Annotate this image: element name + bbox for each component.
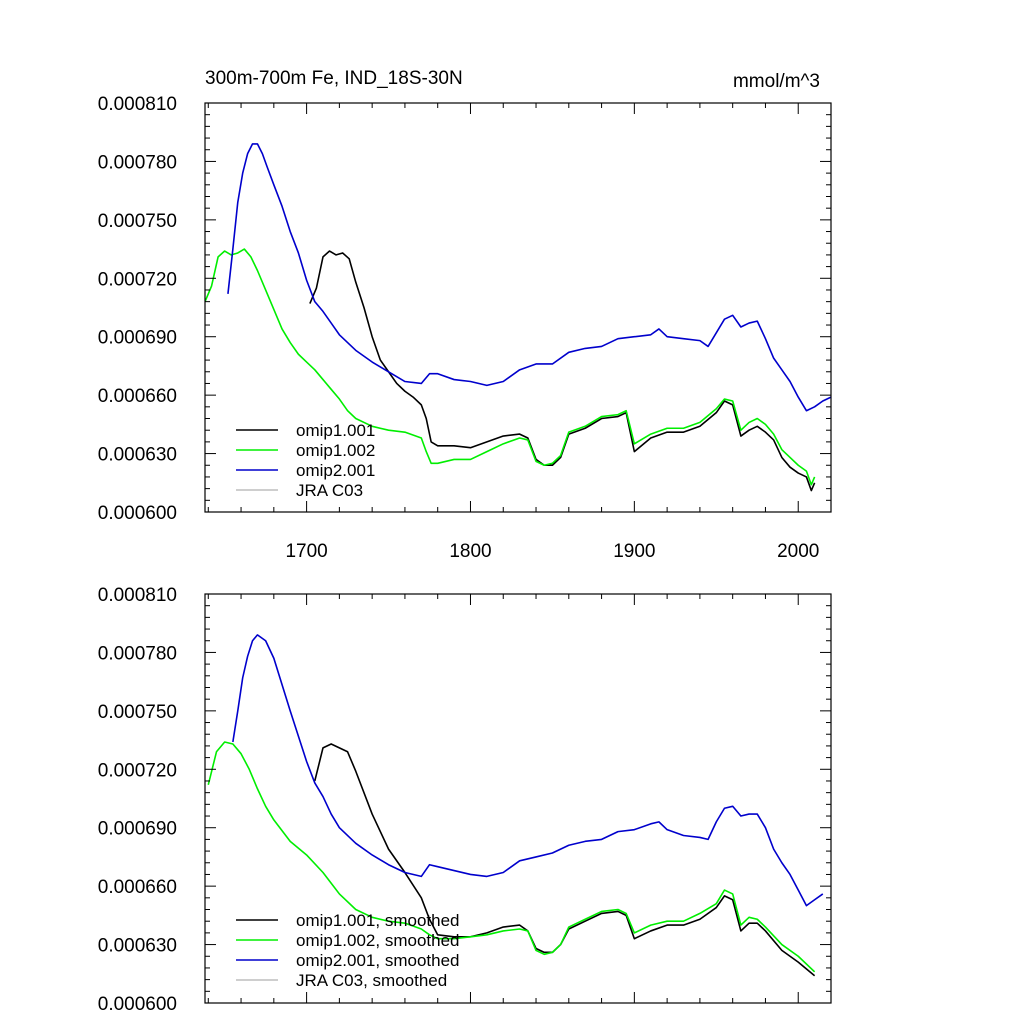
legend-label: omip2.001, smoothed (296, 951, 460, 970)
legend-label: omip1.002, smoothed (296, 931, 460, 950)
units-label: mmol/m^3 (733, 71, 820, 92)
y-tick-label: 0.000600 (98, 994, 177, 1015)
legend-label: omip2.001 (296, 461, 375, 480)
y-tick-label: 0.000780 (98, 152, 177, 173)
x-tick-label: 1800 (449, 541, 491, 562)
panel-title: 300m-700m Fe, IND_18S-30N (205, 68, 463, 89)
y-tick-label: 0.000750 (98, 211, 177, 232)
series-group (207, 634, 824, 977)
y-tick-label: 0.000750 (98, 702, 177, 723)
x-tick-label: 1700 (285, 541, 327, 562)
y-tick-label: 0.000660 (98, 386, 177, 407)
series-line-omip1-002-smoothed (207, 741, 816, 973)
legend-label: omip1.001 (296, 421, 375, 440)
y-tick-label: 0.000600 (98, 503, 177, 524)
x-tick-label: 2000 (777, 541, 819, 562)
y-tick-label: 0.000630 (98, 936, 177, 957)
bottom-panel: 0.000600 0.000630 0.000660 0.000690 0.000720… (98, 585, 832, 1015)
series-line-omip2-001-smoothed (232, 634, 824, 907)
legend-label: JRA C03, smoothed (296, 971, 447, 990)
y-tick-label: 0.000780 (98, 643, 177, 664)
y-tick-label: 0.000690 (98, 819, 177, 840)
y-tick-label: 0.000810 (98, 94, 177, 115)
plot-area: 0.000600 0.000630 0.000660 0.000690 0.000720… (98, 585, 832, 1015)
y-tick-label: 0.000660 (98, 877, 177, 898)
legend-label: omip1.002 (296, 441, 375, 460)
series-line-omip1-002 (205, 248, 816, 486)
legend-label: JRA C03 (296, 481, 363, 500)
y-tick-label: 0.000720 (98, 760, 177, 781)
y-tick-label: 0.000690 (98, 328, 177, 349)
top-panel: 300m-700m Fe, IND_18S-30N mmol/m^3 0.000… (98, 68, 832, 562)
y-tick-label: 0.000720 (98, 269, 177, 290)
x-tick-label: 1900 (613, 541, 655, 562)
y-tick-label: 0.000630 (98, 445, 177, 466)
plot-frame (204, 593, 832, 1004)
y-tick-label: 0.000810 (98, 585, 177, 606)
series-line-omip2-001 (227, 143, 831, 412)
legend-label: omip1.001, smoothed (296, 911, 460, 930)
plot-frame (204, 102, 832, 513)
series-group (205, 143, 831, 492)
plot-area: 0.000600 0.000630 0.000660 0.000690 0.000720… (98, 94, 832, 562)
